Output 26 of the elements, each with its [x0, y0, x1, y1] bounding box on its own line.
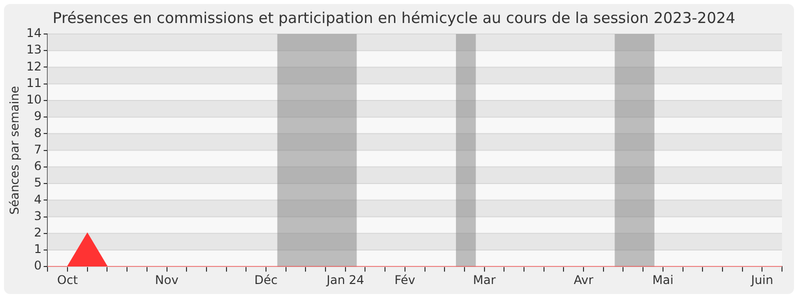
y-axis-title: Séances par semaine: [7, 86, 22, 215]
y-tick-label: 9: [34, 109, 42, 124]
x-tick-label: Mar: [472, 272, 496, 287]
x-tick-label: Mai: [652, 272, 674, 287]
y-tick-label: 13: [26, 42, 42, 57]
chart-title: Présences en commissions et participation en hémicycle au cours de la session 2023-2024: [52, 8, 736, 27]
y-tick-label: 6: [34, 159, 42, 174]
y-tick-label: 1: [34, 242, 42, 256]
x-tick-label: Fév: [394, 272, 416, 287]
x-tick-label: Nov: [155, 272, 178, 287]
y-tick-label: 12: [26, 59, 42, 74]
x-tick-label: Juin: [750, 272, 774, 287]
y-tick-label: 4: [34, 192, 42, 206]
y-tick-label: 0: [34, 258, 42, 273]
x-tick-label: Déc: [254, 272, 278, 287]
x-tick-label: Avr: [574, 272, 594, 287]
y-tick-label: 14: [26, 26, 42, 40]
y-tick-label: 8: [34, 126, 42, 140]
x-tick-label: Jan 24: [326, 272, 364, 287]
y-tick-label: 2: [34, 225, 42, 240]
y-tick-label: 3: [34, 208, 42, 223]
y-tick-label: 7: [34, 142, 42, 156]
y-tick-label: 10: [26, 92, 42, 107]
y-tick-label: 5: [34, 176, 42, 190]
x-tick-label: Oct: [57, 272, 78, 287]
y-tick-label: 11: [26, 76, 42, 90]
